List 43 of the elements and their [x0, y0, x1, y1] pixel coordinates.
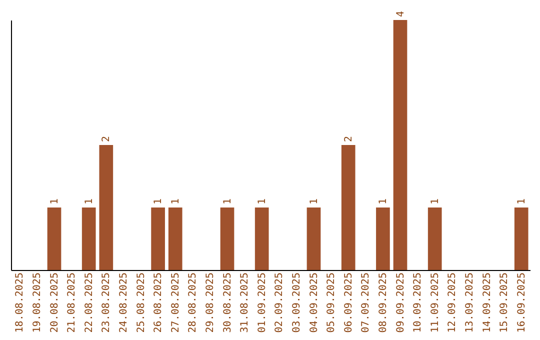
x-tick-label: 21.08.2025	[66, 272, 78, 333]
data-label: 1	[153, 198, 164, 204]
x-tick-label: 27.08.2025	[170, 272, 182, 333]
x-tick-label: 26.08.2025	[153, 272, 164, 333]
data-label: 1	[308, 198, 320, 204]
x-tick-label: 29.08.2025	[204, 272, 216, 333]
x-tick-label: 28.08.2025	[188, 272, 199, 333]
x-tick-label: 18.08.2025	[14, 272, 26, 333]
x-tick-label: 23.08.2025	[101, 272, 112, 333]
x-tick-label: 09.09.2025	[395, 272, 406, 333]
data-label: 1	[378, 198, 389, 204]
data-label: 2	[101, 136, 112, 142]
x-tick-label: 15.09.2025	[499, 272, 510, 333]
data-label: 1	[256, 198, 268, 204]
x-tick-label: 10.09.2025	[412, 272, 424, 333]
x-tick-label: 05.09.2025	[326, 272, 338, 333]
x-tick-label: 14.09.2025	[482, 272, 493, 333]
x-tick-label: 19.08.2025	[32, 272, 43, 333]
x-tick-label: 01.09.2025	[256, 272, 268, 333]
data-label: 1	[430, 198, 441, 204]
x-tick-label: 24.08.2025	[118, 272, 130, 333]
data-label: 4	[395, 10, 406, 17]
x-tick-label: 22.08.2025	[84, 272, 95, 333]
x-tick-label: 16.09.2025	[516, 272, 528, 333]
x-tick-label: 12.09.2025	[447, 272, 458, 333]
x-tick-label: 03.09.2025	[291, 272, 302, 333]
x-tick-label: 08.09.2025	[378, 272, 389, 333]
data-label: 1	[170, 198, 182, 204]
data-label: 1	[49, 198, 60, 204]
x-tick-label: 04.09.2025	[308, 272, 320, 333]
x-tick-label: 13.09.2025	[464, 272, 476, 333]
x-tick-label: 20.08.2025	[49, 272, 60, 333]
data-label: 1	[84, 198, 95, 204]
data-label: 1	[222, 198, 234, 204]
x-tick-label: 07.09.2025	[360, 272, 372, 333]
x-tick-label: 31.08.2025	[240, 272, 251, 333]
x-tick-label: 02.09.2025	[274, 272, 286, 333]
x-tick-label: 11.09.2025	[430, 272, 441, 333]
x-tick-label: 30.08.2025	[222, 272, 234, 333]
x-tick-label: 25.08.2025	[136, 272, 147, 333]
data-label: 2	[343, 136, 354, 142]
data-label: 1	[516, 198, 528, 204]
x-tick-label: 06.09.2025	[343, 272, 354, 333]
